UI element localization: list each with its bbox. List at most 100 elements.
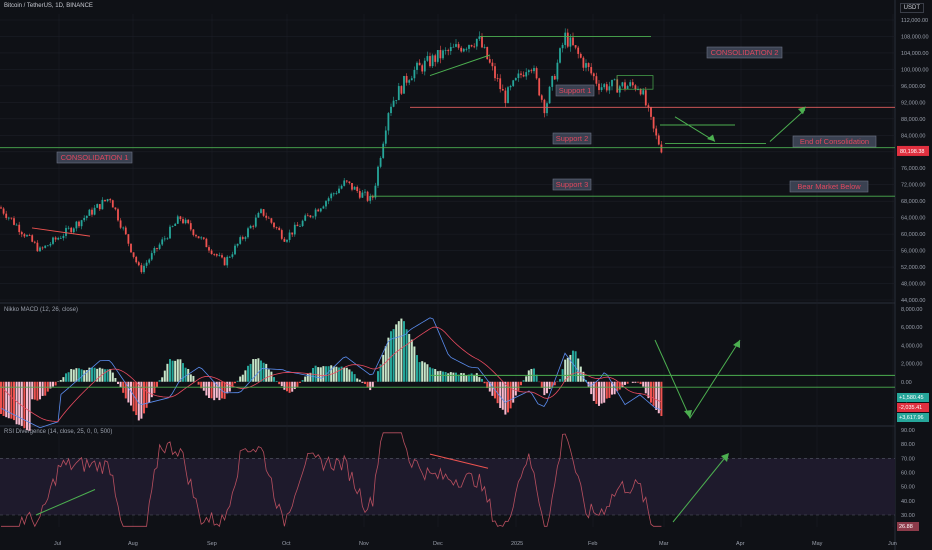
candle-body (592, 73, 595, 77)
candle-body (299, 226, 301, 227)
macd-bar (621, 381, 624, 388)
candle-body (319, 208, 322, 212)
candle-body (486, 46, 489, 60)
candle-body (104, 199, 106, 202)
candle-body (62, 235, 65, 239)
candle-body (548, 86, 551, 104)
macd-bar (5, 381, 8, 418)
macd-value-label: +1,580.45 (899, 395, 924, 401)
candle-body (124, 227, 127, 235)
candle-body (572, 37, 574, 46)
macd-bar (15, 381, 18, 425)
macd-bar (600, 381, 603, 404)
rsi-title: RSI Divergence (14, close, 25, 0, 0, 500… (4, 429, 113, 435)
macd-bar (293, 381, 296, 390)
candle-body (468, 45, 470, 49)
macd-line (0, 317, 662, 429)
macd-histogram (0, 318, 663, 431)
candle-body (163, 238, 166, 240)
macd-bar (525, 376, 528, 382)
candle-body (533, 68, 535, 72)
macd-bar (603, 381, 606, 403)
candle-body (109, 199, 112, 201)
candle-body (309, 215, 312, 218)
price-tick-label: 48,000.00 (901, 282, 925, 288)
macd-bar (377, 371, 379, 382)
candle-body (426, 56, 429, 61)
candle-body (36, 242, 39, 252)
candle-body (605, 84, 608, 91)
macd-bar (156, 381, 158, 387)
macd-bar (499, 381, 502, 408)
candle-body (462, 48, 465, 52)
macd-tick-label: 8,000.00 (901, 307, 922, 313)
rsi-band (0, 458, 895, 515)
price-tick-label: 76,000.00 (901, 166, 925, 172)
macd-bar (421, 361, 424, 382)
macd-bar (54, 381, 57, 386)
macd-bar (78, 368, 80, 382)
macd-bar (413, 346, 416, 382)
rsi-tick-label: 80.00 (901, 442, 915, 448)
consolidation-2-label: CONSOLIDATION 2 (711, 48, 779, 57)
candle-body (442, 50, 444, 59)
candle-body (647, 105, 650, 108)
candle-body (275, 227, 278, 228)
macd-bar (124, 381, 127, 399)
candle-body (70, 227, 73, 233)
macd-bar (520, 381, 522, 386)
time-tick-label: Jun (888, 541, 897, 547)
macd-bar (548, 381, 551, 389)
candle-body (434, 55, 437, 62)
candle-body (335, 193, 338, 194)
macd-bar (184, 367, 187, 382)
candle-body (132, 252, 135, 257)
macd-bar (41, 381, 44, 396)
macd-bar (174, 360, 177, 382)
macd-bar (452, 372, 455, 382)
macd-bar (483, 381, 486, 384)
candle-body (455, 44, 457, 47)
candle-body (397, 86, 400, 101)
macd-bar (13, 381, 15, 421)
macd-bar (465, 375, 468, 382)
candle-body (205, 238, 208, 248)
macd-bar (348, 369, 351, 382)
candle-body (262, 209, 265, 216)
price-tick-label: 112,000.00 (901, 18, 928, 24)
macd-bar (36, 381, 39, 401)
candle-body (546, 103, 548, 114)
macd-bar (379, 364, 382, 382)
macd-bar (200, 381, 203, 389)
macd-bar (83, 370, 86, 382)
candle-body (244, 237, 247, 239)
candle-body (418, 62, 421, 66)
candle-body (379, 157, 382, 167)
consolidation-box (616, 75, 654, 90)
macd-value-badge (897, 403, 929, 412)
macd-tick-label: 2,000.00 (901, 362, 922, 368)
macd-bar (273, 377, 275, 382)
candle-body (122, 227, 125, 229)
price-tick-label: 72,000.00 (901, 183, 925, 189)
candle-body (158, 244, 161, 249)
candle-body (564, 32, 567, 45)
macd-bar (574, 351, 577, 382)
macd-bar (624, 381, 626, 385)
macd-bar (504, 381, 507, 415)
candle-body (59, 238, 62, 239)
candle-body (176, 216, 179, 224)
currency-badge[interactable]: USDT (899, 3, 924, 13)
price-tick-label: 52,000.00 (901, 265, 925, 271)
candle-body (93, 207, 96, 215)
macd-bar (572, 350, 574, 382)
candle-body (78, 221, 80, 227)
macd-bar (140, 381, 143, 419)
candle-body (449, 47, 452, 52)
macd-bar (512, 381, 515, 403)
macd-bar (488, 381, 491, 392)
macd-bar (491, 381, 494, 396)
macd-bar (262, 362, 265, 382)
rsi-tick-label: 90.00 (901, 428, 915, 434)
